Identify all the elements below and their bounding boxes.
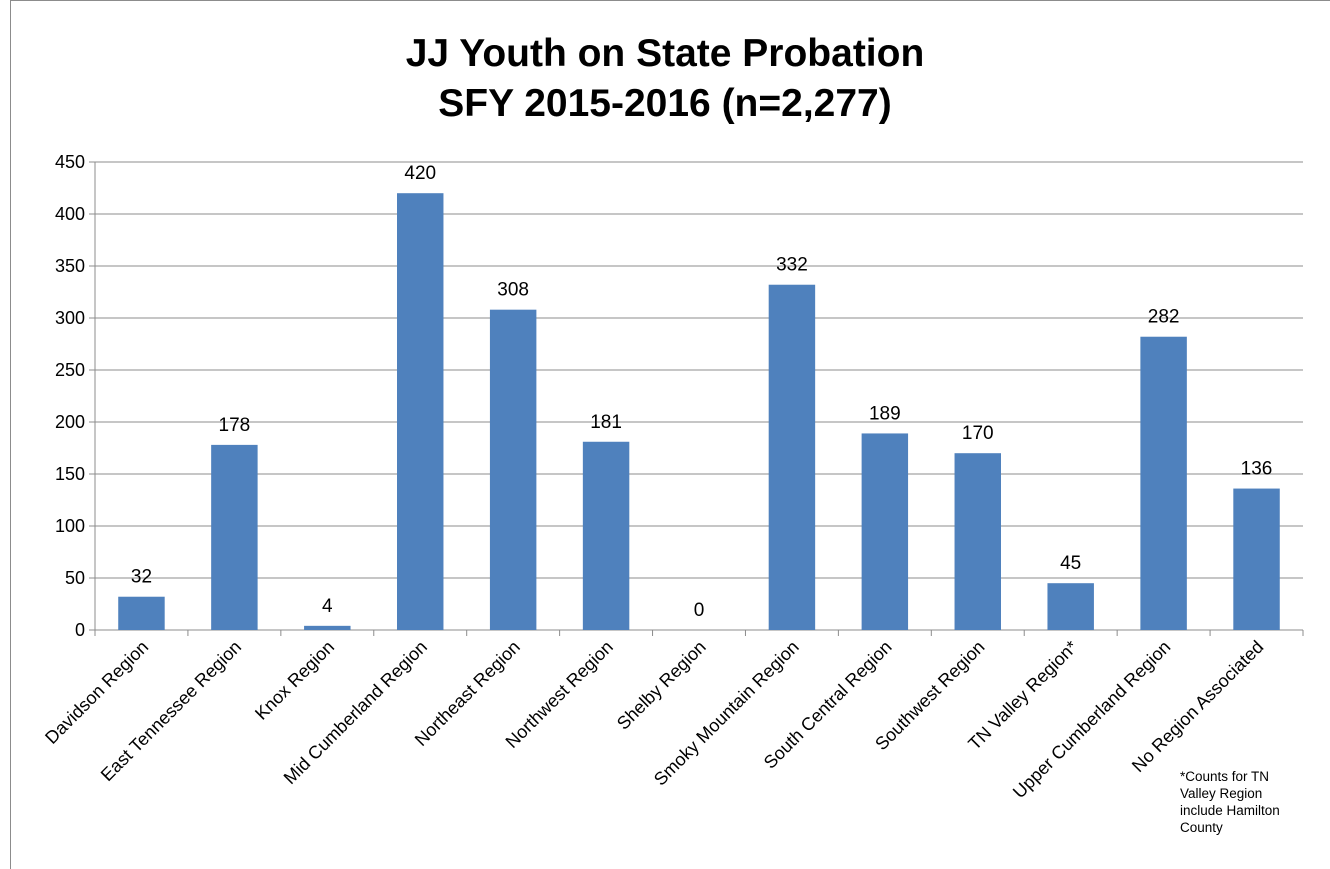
data-label: 189 xyxy=(869,403,901,424)
data-label: 32 xyxy=(131,567,152,588)
data-label: 0 xyxy=(694,600,705,621)
y-tick-label: 250 xyxy=(55,360,85,380)
data-label: 45 xyxy=(1060,553,1081,574)
data-label: 170 xyxy=(962,423,994,444)
y-tick-label: 200 xyxy=(55,412,85,432)
chart-subtitle: SFY 2015-2016 (n=2,277) xyxy=(438,82,892,125)
bar xyxy=(768,284,816,630)
bar xyxy=(118,596,165,630)
y-tick-label: 300 xyxy=(55,308,85,328)
chart-footnote: *Counts for TN Valley Region include Ham… xyxy=(1180,769,1280,835)
y-tick-label: 450 xyxy=(55,152,85,172)
data-label: 282 xyxy=(1148,307,1180,328)
data-label: 308 xyxy=(497,280,529,301)
bar xyxy=(1047,583,1094,630)
data-label: 4 xyxy=(322,596,333,617)
y-tick-label: 150 xyxy=(55,464,85,484)
category-label: Shelby Region xyxy=(613,637,710,734)
category-label: Upper Cumberland Region xyxy=(1009,637,1175,803)
data-label: 332 xyxy=(776,255,808,276)
bar xyxy=(1140,336,1187,630)
data-label: 420 xyxy=(404,163,436,184)
y-tick-label: 100 xyxy=(55,516,85,536)
y-tick-label: 0 xyxy=(75,620,85,640)
chart-title: JJ Youth on State Probation xyxy=(405,32,925,75)
bar xyxy=(582,441,630,630)
bar xyxy=(954,453,1001,630)
bar xyxy=(397,193,444,630)
chart-frame xyxy=(10,0,1330,869)
bar xyxy=(211,444,258,630)
data-label: 178 xyxy=(219,415,251,436)
y-tick-label: 350 xyxy=(55,256,85,276)
bar xyxy=(861,433,909,630)
y-tick-label: 50 xyxy=(65,568,85,588)
bar xyxy=(1233,488,1280,630)
data-label: 136 xyxy=(1241,459,1273,480)
category-label: Knox Region xyxy=(251,637,338,724)
data-label: 181 xyxy=(590,412,622,433)
y-tick-label: 400 xyxy=(55,204,85,224)
bar xyxy=(489,309,537,630)
bar xyxy=(304,625,351,630)
